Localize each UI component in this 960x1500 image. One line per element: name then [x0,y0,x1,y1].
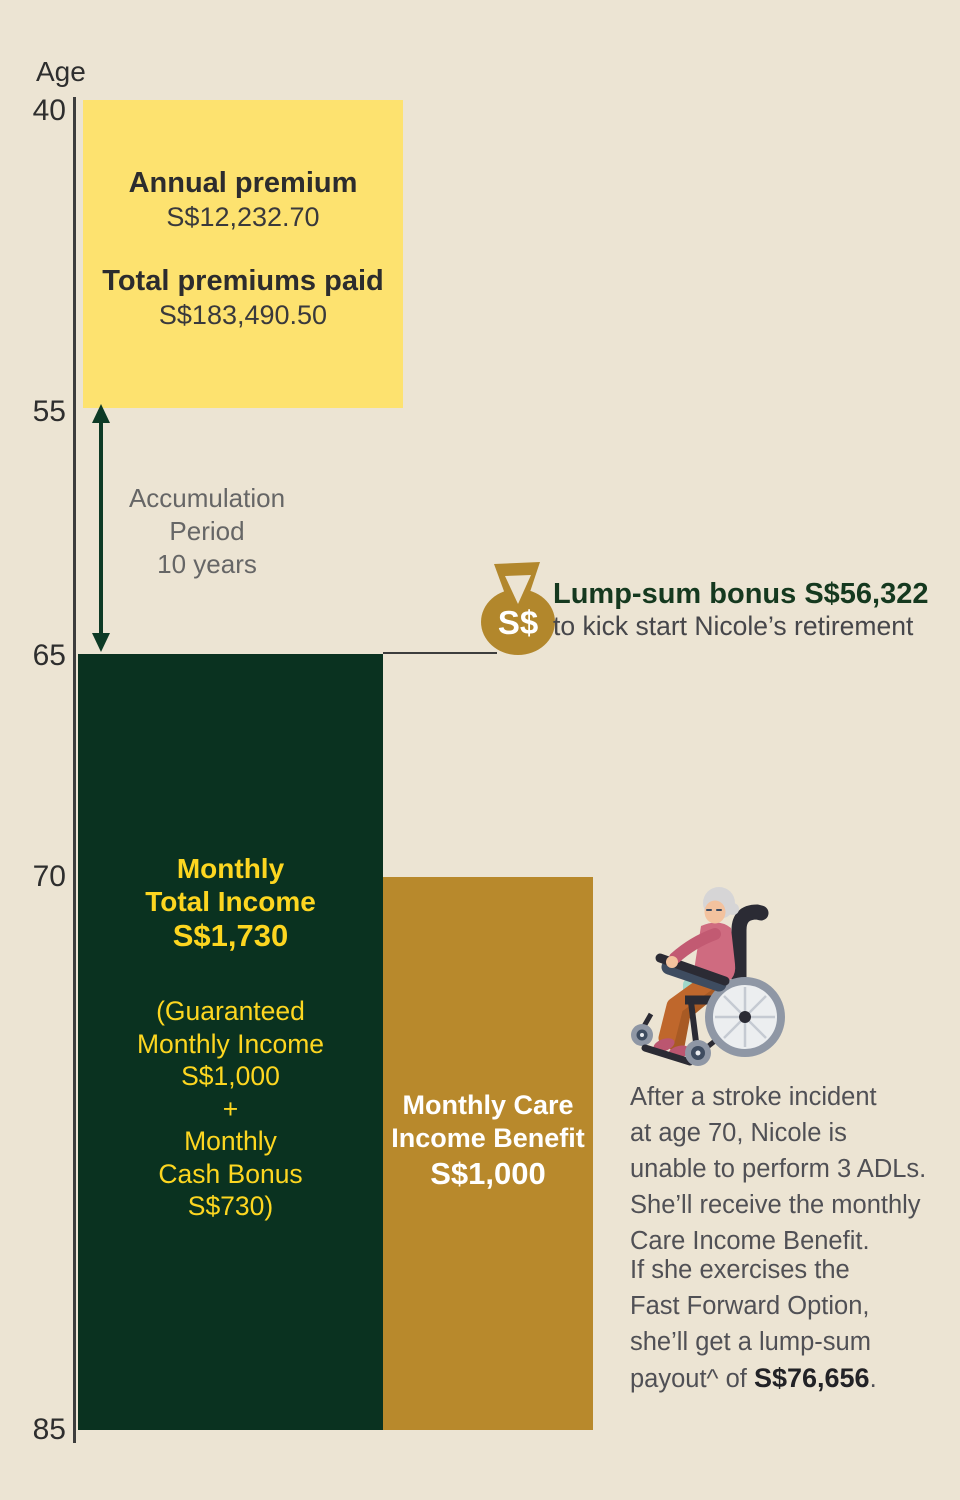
age-axis-line [73,97,76,1443]
person-shoe [653,1038,675,1052]
total-premiums-value: S$183,490.50 [158,300,328,330]
fast-forward-paragraph: If she exercises the Fast Forward Option… [630,1256,877,1393]
monthly-total-income-bar: Monthly Total Income S$1,730 (Guaranteed… [78,654,383,1430]
stroke-story-paragraph: After a stroke incident at age 70, Nicol… [630,1083,927,1255]
age-tick-85: 85 [32,1413,66,1446]
person-hair-bun [727,903,739,915]
armrest-pad [661,959,727,992]
lump-sum-subline: to kick start Nicole’s retirement [553,611,914,641]
double-arrow-icon [92,404,110,652]
age-tick-55: 55 [32,395,66,428]
left-caster-wheel [631,1012,654,1046]
person-hand [666,956,678,968]
income-amount: S$1,730 [172,918,289,953]
money-bag-icon: S$ [481,562,555,655]
payout-suffix: . [869,1365,877,1393]
rear-wheel [705,977,785,1057]
person-front-leg [658,971,720,1047]
lump-sum-annotation: Lump-sum bonus S$56,322 to kick start Ni… [553,578,929,642]
income-title-block: Monthly Total Income S$1,730 [78,852,383,954]
age-65-connector-line [383,652,497,654]
person-arm [669,928,721,964]
total-premiums-heading: Total premiums paid [102,265,384,297]
care-text-block: Monthly Care Income Benefit S$1,000 [383,1089,593,1193]
care-income-benefit-bar: Monthly Care Income Benefit S$1,000 [383,877,593,1430]
payout-prefix: payout^ of [630,1365,754,1393]
annual-premium-heading: Annual premium [128,167,358,199]
person-face [704,900,726,924]
lump-sum-headline: Lump-sum bonus S$56,322 [553,578,929,610]
wheelchair-elderly-illustration [631,887,785,1066]
person-back-leg [669,978,725,1054]
premium-period-bar: Annual premium S$12,232.70 Total premium… [83,100,403,408]
annual-premium-value: S$12,232.70 [166,202,320,232]
age-tick-70: 70 [32,860,66,893]
front-caster-wheel [685,1040,711,1066]
income-breakdown-block: (Guaranteed Monthly Income S$1,000 + Mon… [136,996,325,1221]
age-tick-65: 65 [32,639,66,672]
wheelchair-backrest [731,904,769,1024]
money-bag-currency-label: S$ [498,604,538,641]
payout-amount: S$76,656 [753,1363,870,1393]
age-tick-40: 40 [32,94,66,127]
care-amount: S$1,000 [430,1156,546,1191]
age-axis-title: Age [36,56,86,87]
accumulation-period-label: Accumulation Period 10 years [128,483,286,579]
footrest-bar [641,1044,694,1066]
premium-text-block: Annual premium S$12,232.70 Total premium… [83,166,403,332]
